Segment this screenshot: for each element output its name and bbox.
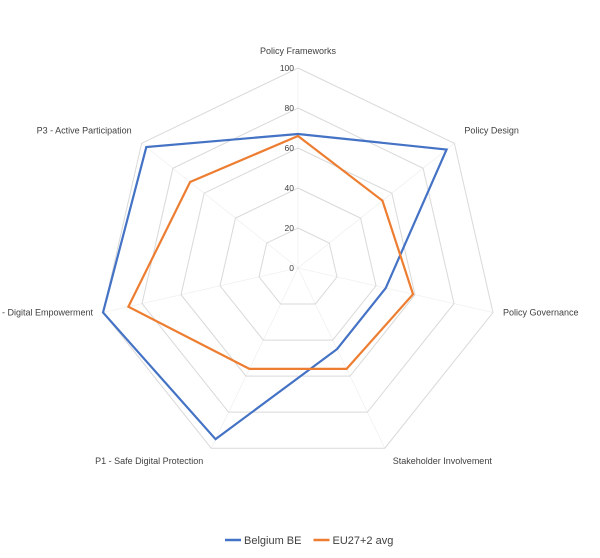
grid-ring-20	[258, 227, 338, 305]
legend-label: EU27+2 avg	[332, 535, 393, 547]
spoke-4	[210, 267, 299, 449]
spoke-2	[297, 267, 494, 313]
series-line-0	[101, 132, 449, 441]
spoke-3	[297, 267, 386, 449]
legend: Belgium BE EU27+2 avg	[225, 535, 393, 547]
spoke-layer	[102, 68, 494, 449]
series-line-1	[126, 134, 415, 371]
spoke-6	[141, 143, 299, 269]
tick-label: 0	[289, 263, 294, 273]
legend-label: Belgium BE	[244, 535, 301, 547]
grid-ring-60	[180, 147, 416, 377]
category-label: Stakeholder Involvement	[393, 456, 493, 466]
series-layer	[101, 132, 449, 441]
grid-ring-100	[102, 67, 494, 449]
grid-ring-40	[219, 187, 377, 341]
category-label: P2 - Digital Empowerment	[0, 308, 94, 318]
category-label: Policy Design	[464, 125, 519, 135]
category-label: P3 - Active Participation	[37, 125, 132, 135]
tick-label: 80	[285, 103, 295, 113]
category-label-layer: Policy Frameworks Policy Design Policy Gov…	[0, 46, 579, 466]
tick-label: 60	[285, 143, 295, 153]
tick-layer: 0 20 40 60 80 100	[280, 63, 294, 273]
tick-label: 100	[280, 63, 294, 73]
category-label: P1 - Safe Digital Protection	[95, 456, 203, 466]
category-label: Policy Governance	[503, 308, 579, 318]
category-label: Policy Frameworks	[260, 46, 337, 56]
spoke-1	[297, 143, 455, 269]
spoke-5	[102, 267, 299, 313]
tick-label: 20	[285, 223, 295, 233]
tick-label: 40	[285, 183, 295, 193]
